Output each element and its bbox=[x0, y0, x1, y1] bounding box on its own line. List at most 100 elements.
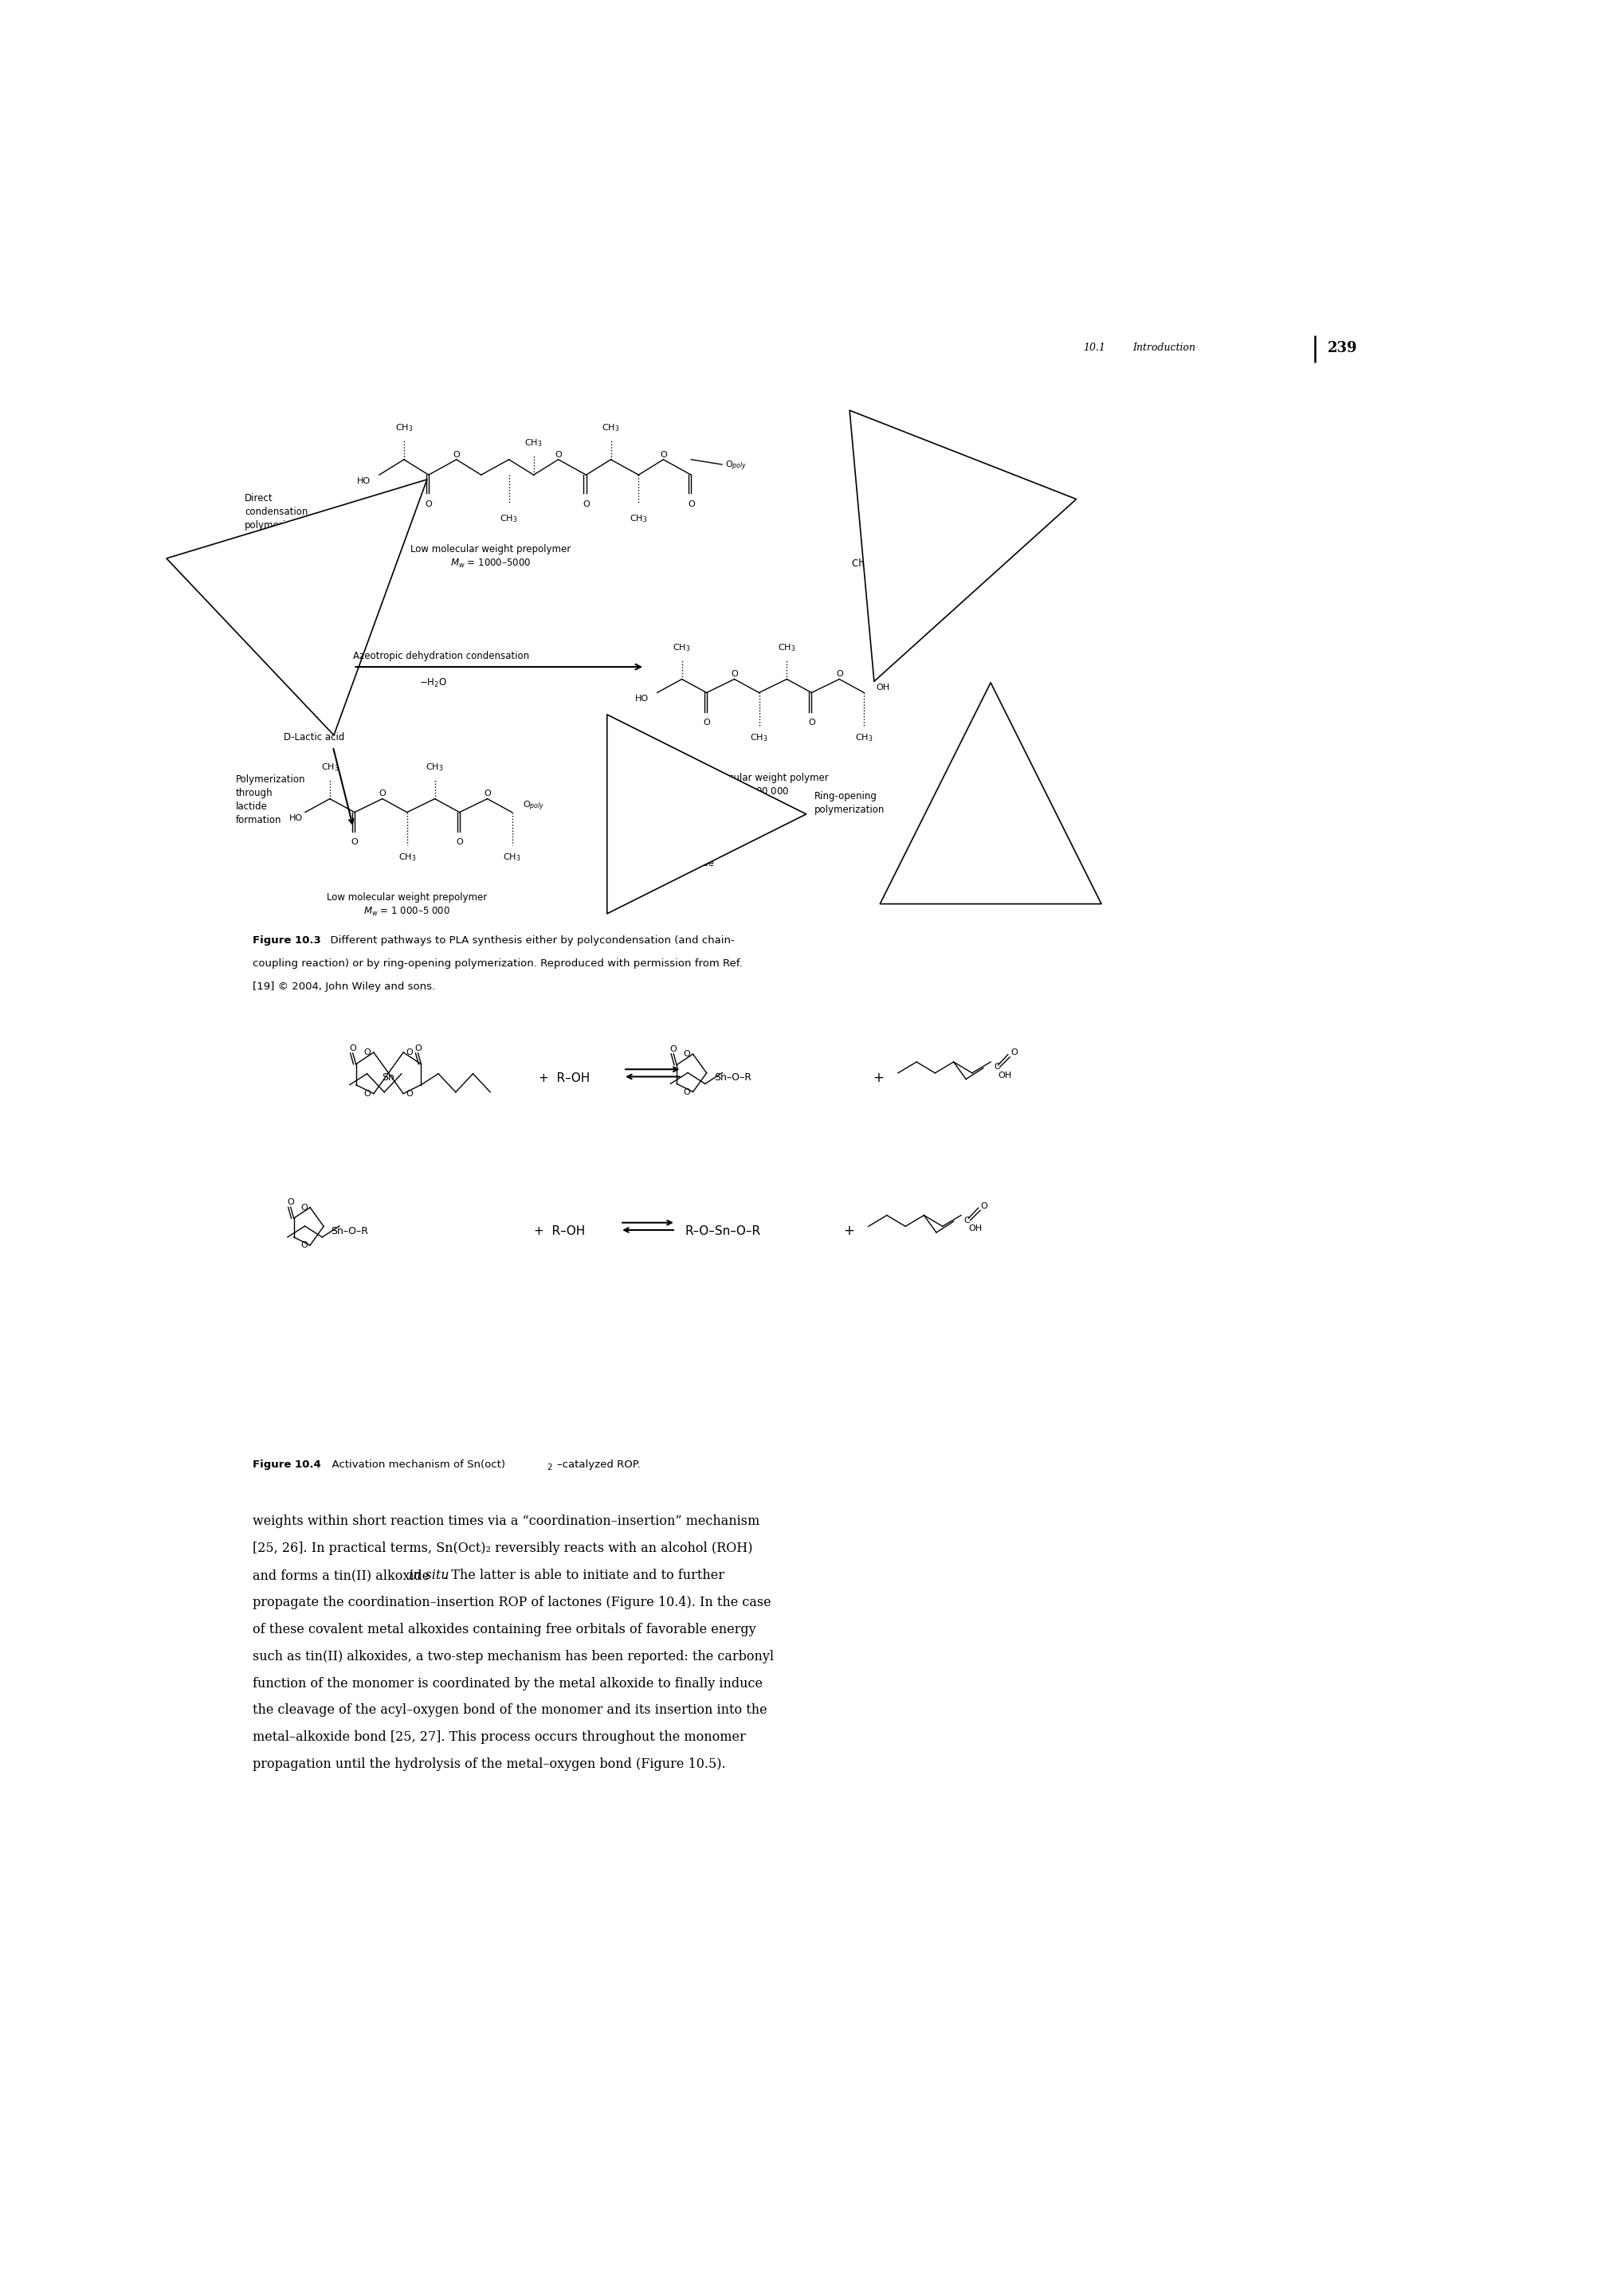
Text: CH$_3$: CH$_3$ bbox=[855, 732, 873, 744]
Text: O: O bbox=[704, 801, 711, 808]
Text: CH$_3$: CH$_3$ bbox=[399, 852, 416, 863]
Text: Low molecular weight prepolymer: Low molecular weight prepolymer bbox=[327, 893, 487, 902]
Text: CH$_3$: CH$_3$ bbox=[503, 852, 520, 863]
Text: CH$_3$: CH$_3$ bbox=[672, 643, 690, 654]
Text: Polymerization
through
lactide
formation: Polymerization through lactide formation bbox=[235, 774, 306, 827]
Text: Sn–O–R: Sn–O–R bbox=[331, 1226, 368, 1238]
Text: O: O bbox=[647, 801, 653, 808]
Text: Lactide: Lactide bbox=[680, 859, 714, 868]
Text: R–O–Sn–O–R: R–O–Sn–O–R bbox=[685, 1226, 760, 1238]
Text: OH: OH bbox=[338, 670, 351, 677]
Text: CH$_3$: CH$_3$ bbox=[525, 439, 543, 448]
Text: Figure 10.4: Figure 10.4 bbox=[253, 1460, 320, 1469]
Text: [25, 26]. In practical terms, Sn(Oct)₂ reversibly reacts with an alcohol (ROH): [25, 26]. In practical terms, Sn(Oct)₂ r… bbox=[253, 1541, 752, 1554]
Text: CH$_3$: CH$_3$ bbox=[680, 820, 698, 829]
Text: $M_w$ = 1000–5000: $M_w$ = 1000–5000 bbox=[450, 558, 532, 569]
Text: O: O bbox=[583, 501, 589, 507]
Text: in situ: in situ bbox=[408, 1568, 450, 1582]
Text: O: O bbox=[484, 790, 492, 797]
Text: O: O bbox=[407, 1091, 413, 1097]
Text: O: O bbox=[349, 1045, 357, 1052]
Text: HO: HO bbox=[290, 815, 303, 822]
Text: function of the monomer is coordinated by the metal alkoxide to finally induce: function of the monomer is coordinated b… bbox=[253, 1676, 762, 1690]
Text: L-Lactic acid: L-Lactic acid bbox=[290, 622, 349, 631]
Text: +: + bbox=[844, 1224, 855, 1238]
Text: 2: 2 bbox=[546, 1463, 552, 1472]
Text: +  R–OH: + R–OH bbox=[533, 1226, 584, 1238]
Text: such as tin(II) alkoxides, a two-step mechanism has been reported: the carbonyl: such as tin(II) alkoxides, a two-step me… bbox=[253, 1649, 773, 1662]
Text: H: H bbox=[632, 815, 639, 822]
Text: +: + bbox=[873, 1070, 884, 1086]
Text: CH$_3$: CH$_3$ bbox=[629, 514, 647, 523]
Text: OH: OH bbox=[969, 1224, 981, 1233]
Text: O: O bbox=[671, 1045, 677, 1054]
Text: OH: OH bbox=[876, 684, 890, 691]
Text: O: O bbox=[407, 1049, 413, 1056]
Text: O: O bbox=[323, 608, 330, 618]
Text: C: C bbox=[320, 595, 327, 602]
Text: HO: HO bbox=[357, 478, 370, 484]
Text: O: O bbox=[323, 721, 330, 730]
Text: O: O bbox=[676, 781, 682, 788]
Text: CH$_3$: CH$_3$ bbox=[778, 643, 796, 654]
Text: $M_w$ = 1 000–5 000: $M_w$ = 1 000–5 000 bbox=[363, 905, 450, 918]
Text: CH$_3$: CH$_3$ bbox=[426, 762, 443, 774]
Text: C: C bbox=[317, 677, 323, 687]
Text: –catalyzed ROP.: –catalyzed ROP. bbox=[557, 1460, 640, 1469]
Text: H: H bbox=[719, 815, 725, 822]
Text: O: O bbox=[703, 719, 711, 726]
Text: O: O bbox=[426, 501, 432, 507]
Text: O: O bbox=[688, 501, 695, 507]
Text: Direct
condensation
polymerization: Direct condensation polymerization bbox=[245, 494, 315, 530]
Text: O: O bbox=[456, 838, 463, 845]
Text: HO: HO bbox=[303, 691, 317, 698]
Text: Activation mechanism of Sn(oct): Activation mechanism of Sn(oct) bbox=[325, 1460, 506, 1469]
Text: HO: HO bbox=[636, 696, 648, 703]
Text: Low molecular weight prepolymer: Low molecular weight prepolymer bbox=[410, 544, 570, 556]
Text: C: C bbox=[994, 1063, 1001, 1070]
Text: Chain coupling agent: Chain coupling agent bbox=[852, 558, 953, 569]
Text: CH$_3$: CH$_3$ bbox=[751, 732, 768, 744]
Text: coupling reaction) or by ring-opening polymerization. Reproduced with permission: coupling reaction) or by ring-opening po… bbox=[253, 957, 743, 969]
Text: Ring-opening
polymerization: Ring-opening polymerization bbox=[815, 792, 885, 815]
Text: of these covalent metal alkoxides containing free orbitals of favorable energy: of these covalent metal alkoxides contai… bbox=[253, 1623, 756, 1637]
Text: C: C bbox=[676, 827, 682, 833]
Text: propagate the coordination–insertion ROP of lactones (Figure 10.4). In the case: propagate the coordination–insertion ROP… bbox=[253, 1596, 772, 1609]
Text: weights within short reaction times via a “coordination–insertion” mechanism: weights within short reaction times via … bbox=[253, 1515, 759, 1529]
Text: −H$_2$O: −H$_2$O bbox=[419, 677, 447, 689]
Text: O: O bbox=[556, 450, 562, 459]
Text: OH: OH bbox=[997, 1072, 1012, 1079]
Text: $H_3$C: $H_3$C bbox=[312, 664, 330, 675]
Text: O: O bbox=[684, 1088, 690, 1095]
Text: CH$_3$: CH$_3$ bbox=[500, 514, 517, 523]
Text: Figure 10.3: Figure 10.3 bbox=[253, 934, 320, 946]
Text: C: C bbox=[964, 1217, 970, 1224]
Text: Azeotropic dehydration condensation: Azeotropic dehydration condensation bbox=[354, 650, 530, 661]
Text: O: O bbox=[301, 1203, 307, 1212]
Text: OH: OH bbox=[338, 551, 351, 558]
Text: 239: 239 bbox=[1327, 340, 1358, 356]
Text: $M_w$ > 100 000: $M_w$ > 100 000 bbox=[722, 785, 789, 799]
Text: Low molecular weight polymer: Low molecular weight polymer bbox=[684, 771, 828, 783]
Text: O: O bbox=[379, 790, 386, 797]
Text: metal–alkoxide bond [25, 27]. This process occurs throughout the monomer: metal–alkoxide bond [25, 27]. This proce… bbox=[253, 1731, 746, 1745]
Text: O: O bbox=[363, 1049, 371, 1056]
Text: and forms a tin(II) alkoxide: and forms a tin(II) alkoxide bbox=[253, 1568, 434, 1582]
Text: O: O bbox=[666, 804, 674, 810]
Text: O: O bbox=[301, 1242, 307, 1249]
Text: O: O bbox=[415, 1045, 421, 1052]
Text: O: O bbox=[809, 719, 815, 726]
Text: Introduction: Introduction bbox=[1134, 342, 1196, 354]
Text: O: O bbox=[666, 827, 674, 833]
Text: [19] © 2004, John Wiley and sons.: [19] © 2004, John Wiley and sons. bbox=[253, 983, 435, 992]
Text: O: O bbox=[836, 670, 842, 677]
Text: +  R–OH: + R–OH bbox=[538, 1072, 589, 1084]
Text: O: O bbox=[363, 1091, 371, 1097]
Text: C: C bbox=[320, 705, 327, 714]
Text: Different pathways to PLA synthesis either by polycondensation (and chain-: Different pathways to PLA synthesis eith… bbox=[323, 934, 735, 946]
Text: Sn–O–R: Sn–O–R bbox=[714, 1072, 751, 1084]
Text: CH$_3$: CH$_3$ bbox=[602, 422, 620, 434]
Text: O: O bbox=[660, 450, 668, 459]
Text: H: H bbox=[317, 544, 323, 553]
Text: O: O bbox=[981, 1203, 988, 1210]
